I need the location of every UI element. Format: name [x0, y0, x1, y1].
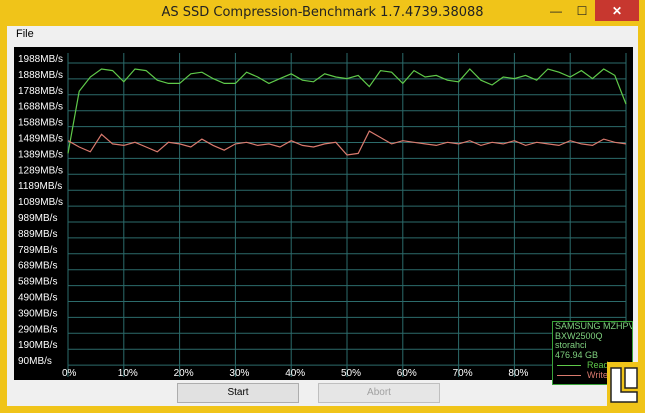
window-title: AS SSD Compression-Benchmark 1.7.4739.38… — [161, 5, 484, 20]
title-bar[interactable]: AS SSD Compression-Benchmark 1.7.4739.38… — [0, 0, 645, 26]
y-tick-label: 1189MB/s — [18, 181, 62, 192]
y-tick-label: 1888MB/s — [18, 70, 63, 81]
legend-write-swatch — [557, 375, 581, 376]
legit-reviews-logo — [607, 362, 641, 406]
close-button[interactable]: ✕ — [595, 0, 639, 21]
legend-read-swatch — [557, 365, 581, 366]
legend-write-label: Write — [587, 370, 608, 380]
y-tick-label: 490MB/s — [18, 293, 57, 304]
y-tick-label: 290MB/s — [18, 324, 57, 335]
window-controls: — ☐ ✕ — [543, 0, 639, 21]
client-area: File 1988MB/s 1888MB/s 1788MB/s 1688MB/s 158… — [7, 26, 638, 406]
minimize-button[interactable]: — — [550, 3, 562, 18]
x-tick-label: 10% — [118, 368, 138, 379]
chart-svg: 1988MB/s 1888MB/s 1788MB/s 1688MB/s 1588MB/s… — [18, 53, 627, 379]
legend-read-label: Read — [587, 360, 609, 370]
x-tick-label: 40% — [285, 368, 305, 379]
x-tick-label: 80% — [508, 368, 528, 379]
y-tick-label: 90MB/s — [18, 356, 52, 367]
legend-firmware: BXW2500Q — [555, 331, 603, 341]
x-tick-label: 70% — [453, 368, 473, 379]
legend-write-entry: Write — [553, 370, 632, 380]
y-tick-label: 1289MB/s — [18, 165, 63, 176]
maximize-button[interactable]: ☐ — [576, 3, 588, 18]
y-tick-label: 1988MB/s — [18, 54, 63, 65]
y-tick-label: 1389MB/s — [18, 149, 63, 160]
y-tick-label: 1688MB/s — [18, 102, 63, 113]
y-tick-label: 1788MB/s — [18, 86, 63, 97]
y-tick-label: 1489MB/s — [18, 134, 63, 145]
y-tick-label: 1588MB/s — [18, 118, 63, 129]
legend-device: SAMSUNG MZHPV — [555, 322, 632, 331]
series-line-read — [67, 68, 627, 154]
start-button[interactable]: Start — [177, 383, 299, 403]
y-tick-label: 190MB/s — [18, 340, 57, 351]
y-tick-label: 789MB/s — [18, 245, 57, 256]
y-tick-label: 589MB/s — [18, 277, 57, 288]
menu-bar: File — [7, 26, 638, 44]
series-line-write — [67, 130, 627, 156]
y-tick-label: 390MB/s — [18, 308, 57, 319]
benchmark-chart: 1988MB/s 1888MB/s 1788MB/s 1688MB/s 1588MB/s… — [14, 47, 633, 385]
menu-file[interactable]: File — [16, 28, 34, 40]
y-tick-label: 689MB/s — [18, 261, 57, 272]
x-tick-label: 20% — [174, 368, 194, 379]
legend-capacity: 476.94 GB — [555, 350, 599, 360]
x-tick-label: 30% — [229, 368, 249, 379]
x-tick-label: 50% — [341, 368, 361, 379]
legend-driver: storahci — [555, 341, 587, 350]
y-tick-label: 1089MB/s — [18, 197, 63, 208]
y-tick-label: 889MB/s — [18, 229, 57, 240]
x-tick-label: 0% — [62, 368, 77, 379]
y-tick-label: 989MB/s — [18, 213, 57, 224]
abort-button[interactable]: Abort — [318, 383, 440, 403]
legend-read-entry: Read — [553, 360, 632, 370]
x-tick-label: 60% — [397, 368, 417, 379]
